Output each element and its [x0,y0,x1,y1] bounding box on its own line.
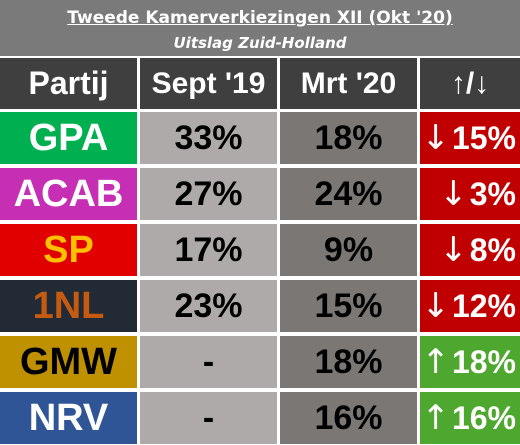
sept-value-cell: 33% [140,112,280,164]
sept-value-cell: 17% [140,224,280,276]
table-row: SP 17% 9% ↓ 8% [0,224,520,276]
party-name-cell: NRV [0,392,140,444]
sept-value-cell: 23% [140,280,280,332]
table-title: Tweede Kamerverkiezingen XII (Okt '20) [67,8,453,28]
change-value: 15% [451,119,516,156]
change-value: 8% [469,231,516,268]
change-cell: ↓ 12% [420,280,520,332]
change-cell: ↓ 15% [420,112,520,164]
table-subtitle: Uitslag Zuid-Holland [173,34,347,52]
mrt-value-cell: 16% [280,392,420,444]
change-cell: ↑ 18% [420,336,520,388]
party-name-cell: ACAB [0,168,140,220]
table-row: 1NL 23% 15% ↓ 12% [0,280,520,332]
party-name-cell: 1NL [0,280,140,332]
change-cell: ↑ 16% [420,392,520,444]
arrow-down-icon: ↓ [421,118,450,158]
party-name-cell: GMW [0,336,140,388]
sept-value-cell: 27% [140,168,280,220]
column-header-diff: ↑/↓ [450,66,490,100]
title-block: Tweede Kamerverkiezingen XII (Okt '20) U… [0,0,520,58]
sept-value-cell: - [140,392,280,444]
header-row: Partij Sept '19 Mrt '20 ↑/↓ [0,58,520,109]
mrt-value-cell: 15% [280,280,420,332]
column-header-mrt: Mrt '20 [280,58,420,109]
change-cell: ↓ 3% [420,168,520,220]
mrt-value-cell: 24% [280,168,420,220]
table-row: ACAB 27% 24% ↓ 3% [0,168,520,220]
column-header-sept: Sept '19 [140,58,280,109]
change-value: 3% [469,175,516,212]
arrow-up-icon: ↑ [421,342,450,382]
table-row: GPA 33% 18% ↓ 15% [0,112,520,164]
table-row: NRV -16% ↑ 16% [0,392,520,444]
table-row: GMW -18% ↑ 18% [0,336,520,388]
change-value: 18% [451,343,516,380]
change-cell: ↓ 8% [420,224,520,276]
arrow-up-icon: ↑ [421,398,450,438]
arrow-down-icon: ↓ [439,174,468,214]
arrow-down-icon: ↓ [439,230,468,270]
change-value: 12% [451,287,516,324]
mrt-value-cell: 18% [280,336,420,388]
mrt-value-cell: 9% [280,224,420,276]
party-name-cell: SP [0,224,140,276]
arrow-down-icon: ↓ [421,286,450,326]
mrt-value-cell: 18% [280,112,420,164]
sept-value-cell: - [140,336,280,388]
party-name-cell: GPA [0,112,140,164]
change-value: 16% [451,399,516,436]
column-header-party: Partij [0,58,140,109]
